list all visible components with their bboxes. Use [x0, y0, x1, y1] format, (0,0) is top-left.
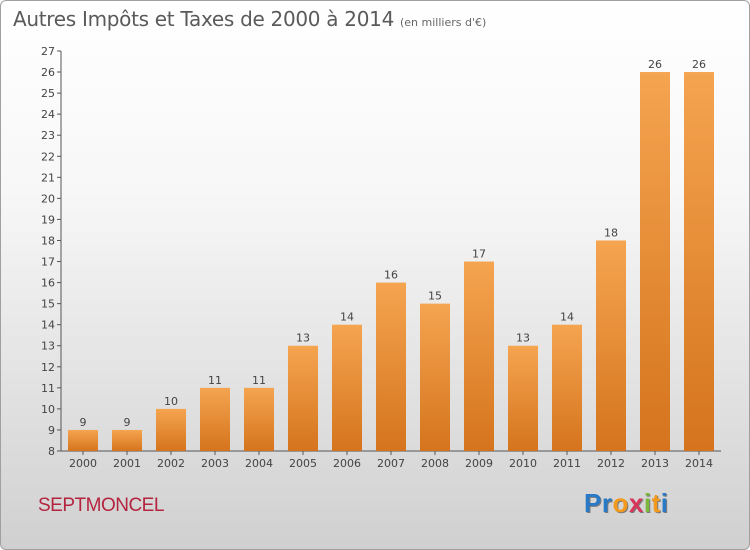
bar	[112, 429, 142, 451]
x-tick-label: 2003	[201, 457, 229, 470]
y-tick-label: 20	[41, 192, 55, 205]
bar	[420, 303, 450, 451]
bar-value-label: 11	[208, 374, 222, 387]
bar-value-label: 10	[164, 395, 178, 408]
bar	[244, 387, 274, 451]
x-tick-label: 2007	[377, 457, 405, 470]
bar-value-label: 11	[252, 374, 266, 387]
y-tick-label: 24	[41, 108, 55, 121]
bar	[596, 240, 626, 451]
bar-value-label: 16	[384, 269, 398, 282]
bar	[552, 324, 582, 451]
y-tick-label: 15	[41, 298, 55, 311]
commune-name: SEPTMONCEL	[38, 495, 164, 516]
x-tick-label: 2002	[157, 457, 185, 470]
bar-value-label: 17	[472, 248, 486, 261]
y-tick-label: 19	[41, 213, 55, 226]
bar-value-label: 14	[560, 311, 574, 324]
x-tick-label: 2010	[509, 457, 537, 470]
y-tick-label: 11	[41, 382, 55, 395]
bar	[288, 345, 318, 451]
bar	[332, 324, 362, 451]
bar-value-label: 18	[604, 226, 618, 239]
x-tick-label: 2011	[553, 457, 581, 470]
y-tick-label: 12	[41, 361, 55, 374]
bar-value-label: 14	[340, 311, 354, 324]
bar	[156, 408, 186, 451]
x-tick-label: 2006	[333, 457, 361, 470]
bar	[200, 387, 230, 451]
y-tick-label: 22	[41, 150, 55, 163]
bar	[464, 261, 494, 451]
bar-value-label: 13	[516, 332, 530, 345]
bar	[508, 345, 538, 451]
y-tick-label: 18	[41, 234, 55, 247]
x-tick-label: 2014	[685, 457, 713, 470]
x-tick-label: 2012	[597, 457, 625, 470]
logo-letter: t	[651, 488, 661, 518]
bar	[376, 282, 406, 451]
bar-value-label: 13	[296, 332, 310, 345]
x-tick-label: 2004	[245, 457, 273, 470]
bar-value-label: 26	[648, 58, 662, 71]
y-tick-label: 27	[41, 45, 55, 58]
logo-letter: i	[660, 488, 669, 518]
bar-value-label: 26	[692, 58, 706, 71]
logo-letter: r	[601, 488, 613, 518]
x-tick-label: 2000	[69, 457, 97, 470]
logo-letter: i	[643, 488, 652, 518]
bar-value-label: 9	[80, 416, 87, 429]
logo-letter: P	[584, 488, 602, 518]
y-tick-label: 17	[41, 256, 55, 269]
title-text: Autres Impôts et Taxes de 2000 à 2014	[13, 7, 394, 31]
bar	[684, 72, 714, 451]
y-tick-label: 23	[41, 129, 55, 142]
chart-title: Autres Impôts et Taxes de 2000 à 2014 (en…	[13, 7, 486, 31]
bar-value-label: 9	[124, 416, 131, 429]
logo-letter: x	[628, 488, 644, 518]
x-tick-label: 2001	[113, 457, 141, 470]
title-unit: (en milliers d'€)	[400, 16, 487, 29]
y-tick-label: 25	[41, 87, 55, 100]
x-tick-label: 2005	[289, 457, 317, 470]
y-tick-label: 8	[48, 445, 55, 458]
y-tick-label: 14	[41, 319, 55, 332]
y-tick-label: 21	[41, 171, 55, 184]
y-tick-label: 9	[48, 424, 55, 437]
x-tick-label: 2008	[421, 457, 449, 470]
y-tick-label: 10	[41, 403, 55, 416]
y-tick-label: 13	[41, 340, 55, 353]
bar	[68, 429, 98, 451]
bar	[640, 72, 670, 451]
y-tick-label: 16	[41, 277, 55, 290]
proxiti-logo: Proxiti	[584, 488, 668, 519]
logo-letter: o	[612, 488, 629, 518]
bar-value-label: 15	[428, 290, 442, 303]
x-tick-label: 2013	[641, 457, 669, 470]
x-tick-label: 2009	[465, 457, 493, 470]
y-tick-label: 26	[41, 66, 55, 79]
